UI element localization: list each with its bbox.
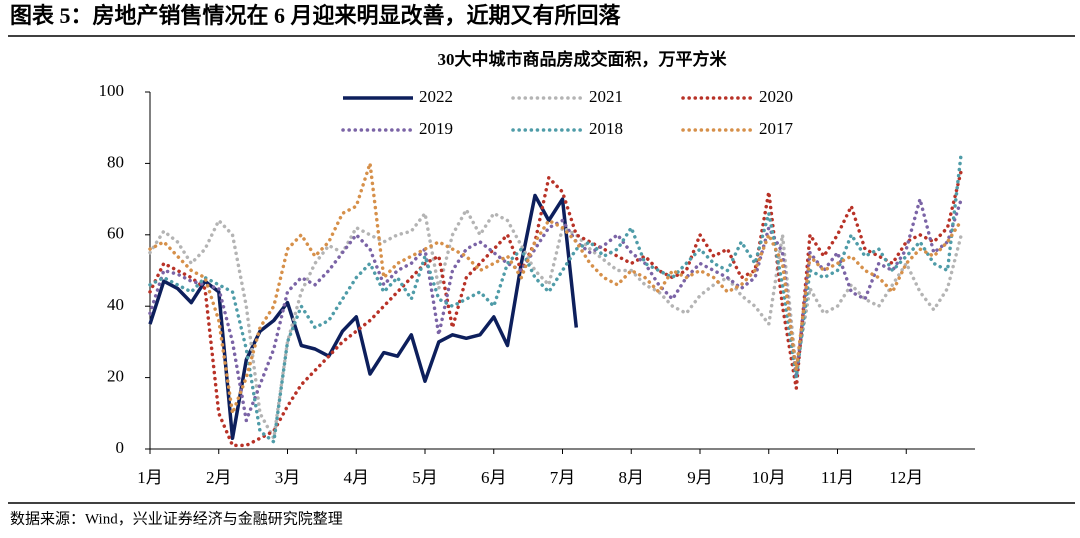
series-line [148, 193, 579, 441]
legend-label: 2019 [419, 119, 453, 138]
y-tick-label: 80 [107, 152, 124, 171]
x-tick-label: 10月 [752, 468, 786, 487]
legend-label: 2021 [589, 87, 623, 106]
legend-label: 2020 [759, 87, 793, 106]
legend-label: 2022 [419, 87, 453, 106]
x-tick-label: 11月 [821, 468, 854, 487]
series-line [148, 168, 964, 448]
x-tick-label: 9月 [687, 468, 713, 487]
x-tick-label: 6月 [481, 468, 507, 487]
series-line [148, 206, 964, 444]
x-tick-label: 12月 [889, 468, 923, 487]
chart-title: 30大中城市商品房成交面积，万平方米 [438, 49, 728, 69]
x-tick-label: 1月 [137, 468, 163, 487]
legend-label: 2018 [589, 119, 623, 138]
legend-label: 2017 [759, 119, 794, 138]
y-tick-label: 60 [107, 224, 124, 243]
x-tick-label: 4月 [344, 468, 370, 487]
series-line [148, 150, 964, 446]
x-tick-label: 3月 [275, 468, 301, 487]
x-tick-label: 8月 [619, 468, 645, 487]
page-title: 图表 5：房地产销售情况在 6 月迎来明显改善，近期又有所回落 [10, 3, 622, 28]
y-tick-label: 40 [107, 295, 124, 314]
series-line [148, 162, 964, 421]
source-note: 数据来源：Wind，兴业证券经济与金融研究院整理 [10, 509, 343, 527]
x-tick-label: 5月 [412, 468, 438, 487]
y-tick-label: 20 [107, 367, 124, 386]
y-tick-label: 0 [116, 438, 125, 457]
y-tick-label: 100 [99, 81, 125, 100]
x-tick-label: 2月 [206, 468, 232, 487]
x-tick-label: 7月 [550, 468, 576, 487]
